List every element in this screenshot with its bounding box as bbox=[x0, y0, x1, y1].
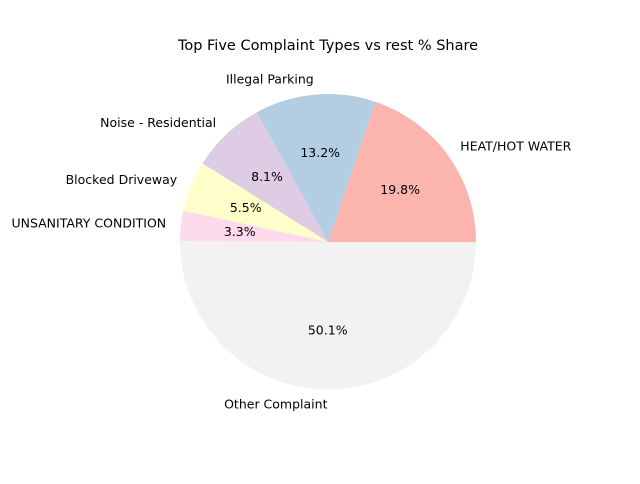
pie-slice-illegal-parking bbox=[256, 94, 376, 242]
percent-label-blocked-driveway: 5.5% bbox=[230, 200, 262, 215]
pie-slice-heat-hot-water bbox=[328, 101, 476, 242]
slice-label-blocked-driveway: Blocked Driveway bbox=[66, 172, 178, 187]
pie-slice-noise-residential bbox=[202, 112, 328, 242]
percent-label-noise-residential: 8.1% bbox=[251, 169, 283, 184]
percent-label-unsanitary-condition: 3.3% bbox=[224, 224, 256, 239]
slice-label-heat-hot-water: HEAT/HOT WATER bbox=[460, 139, 571, 154]
pie-slices bbox=[179, 94, 476, 390]
slice-label-illegal-parking: Illegal Parking bbox=[226, 71, 314, 86]
percent-label-heat-hot-water: 19.8% bbox=[380, 182, 420, 197]
percent-label-other-complaint: 50.1% bbox=[308, 322, 348, 337]
percent-label-illegal-parking: 13.2% bbox=[300, 145, 340, 160]
pie-percent-labels: 19.8% 13.2% 8.1% 5.5% 3.3% 50.1% bbox=[224, 145, 420, 337]
slice-label-other-complaint: Other Complaint bbox=[224, 396, 327, 411]
slice-label-unsanitary-condition: UNSANITARY CONDITION bbox=[11, 216, 166, 231]
chart-title: Top Five Complaint Types vs rest % Share bbox=[177, 38, 478, 54]
pie-slice-other-complaint bbox=[179, 241, 476, 390]
pie-slice-labels: HEAT/HOT WATER Illegal Parking Noise - Res… bbox=[11, 71, 571, 411]
pie-slice-unsanitary-condition bbox=[180, 210, 328, 242]
slice-label-noise-residential: Noise - Residential bbox=[100, 115, 216, 130]
pie-slice-blocked-driveway bbox=[183, 163, 328, 242]
